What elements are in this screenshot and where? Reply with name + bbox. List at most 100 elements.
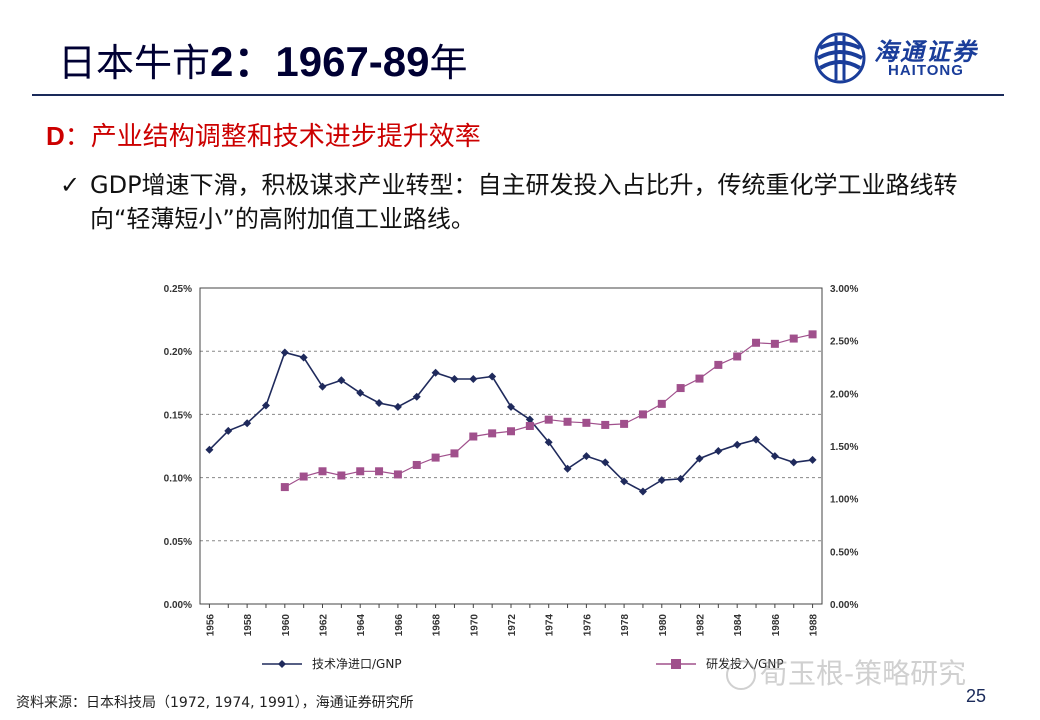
data-point-1 xyxy=(431,368,440,377)
data-point-2 xyxy=(733,352,742,361)
x-tick-label: 1962 xyxy=(319,614,330,637)
legend-label-1: 技术净进口/GNP xyxy=(312,657,402,671)
data-point-1 xyxy=(412,392,421,401)
x-tick-label: 1968 xyxy=(432,614,443,637)
y-right-tick-label: 1.00% xyxy=(830,495,858,506)
header-divider xyxy=(32,94,1004,96)
data-point-2 xyxy=(318,467,327,476)
data-point-1 xyxy=(488,372,497,381)
x-tick-label: 1978 xyxy=(620,614,631,637)
series-line-1 xyxy=(208,351,813,493)
x-tick-label: 1974 xyxy=(545,614,556,637)
data-point-1 xyxy=(224,426,233,435)
data-point-2 xyxy=(544,415,553,424)
x-tick-label: 1956 xyxy=(205,614,216,637)
data-point-1 xyxy=(601,458,610,467)
y-right-tick-label: 1.50% xyxy=(830,442,858,453)
data-point-2 xyxy=(375,467,384,476)
data-point-2 xyxy=(676,384,685,393)
data-point-1 xyxy=(638,487,647,496)
data-point-1 xyxy=(318,382,327,391)
data-point-2 xyxy=(412,460,421,469)
y-left-tick-label: 0.20% xyxy=(164,347,192,358)
data-point-1 xyxy=(525,415,534,424)
data-point-1 xyxy=(657,476,666,485)
data-point-2 xyxy=(770,339,779,348)
wechat-icon xyxy=(726,660,756,690)
y-left-tick-label: 0.00% xyxy=(164,600,192,611)
data-point-2 xyxy=(752,338,761,347)
data-point-1 xyxy=(205,445,214,454)
data-point-2 xyxy=(714,360,723,369)
data-point-2 xyxy=(393,470,402,479)
data-point-1 xyxy=(337,376,346,385)
x-tick-label: 1970 xyxy=(469,614,480,637)
data-point-2 xyxy=(450,449,459,458)
data-point-1 xyxy=(808,455,817,464)
data-point-2 xyxy=(582,418,591,427)
data-point-1 xyxy=(770,452,779,461)
y-right-tick-label: 0.00% xyxy=(830,600,858,611)
data-point-1 xyxy=(299,353,308,362)
data-point-1 xyxy=(507,402,515,411)
legend-marker-2 xyxy=(671,659,681,669)
data-point-1 xyxy=(563,464,572,473)
data-point-2 xyxy=(620,419,629,428)
data-point-1 xyxy=(243,419,252,428)
haitong-emblem-icon xyxy=(814,32,866,84)
logo-english: HAITONG xyxy=(888,62,964,79)
data-point-1 xyxy=(393,402,402,411)
data-point-2 xyxy=(789,334,798,343)
data-point-1 xyxy=(582,452,591,461)
subhead-letter: D xyxy=(46,121,65,151)
title-bold: 2：1967-89 xyxy=(210,38,430,85)
data-point-1 xyxy=(356,388,365,397)
section-subheading: D：产业结构调整和技术进步提升效率 xyxy=(46,116,481,153)
y-left-tick-label: 0.15% xyxy=(164,410,192,421)
y-right-tick-label: 2.00% xyxy=(830,389,858,400)
data-point-2 xyxy=(507,427,515,436)
x-tick-label: 1984 xyxy=(733,614,744,637)
x-tick-label: 1958 xyxy=(243,614,254,637)
data-point-2 xyxy=(601,420,610,429)
data-point-2 xyxy=(638,410,647,419)
x-tick-label: 1964 xyxy=(356,614,367,637)
data-point-2 xyxy=(356,467,365,476)
legend-marker-1 xyxy=(278,660,286,668)
data-point-2 xyxy=(299,472,308,481)
data-point-1 xyxy=(752,435,761,444)
title-suffix: 年 xyxy=(429,41,468,85)
y-right-tick-label: 3.00% xyxy=(830,284,858,295)
data-point-1 xyxy=(450,375,459,384)
bullet-text: GDP增速下滑，积极谋求产业转型：自主研发投入占比升，传统重化学工业路线转向“轻… xyxy=(90,171,958,233)
x-tick-label: 1966 xyxy=(394,614,405,637)
data-point-2 xyxy=(695,374,704,383)
x-tick-label: 1972 xyxy=(507,614,518,637)
y-left-tick-label: 0.05% xyxy=(164,537,192,548)
data-point-2 xyxy=(488,429,497,438)
data-point-2 xyxy=(280,483,289,492)
x-tick-label: 1960 xyxy=(281,614,292,637)
x-tick-label: 1986 xyxy=(771,614,782,637)
y-left-tick-label: 0.10% xyxy=(164,474,192,485)
x-tick-label: 1988 xyxy=(809,614,820,637)
page-number: 25 xyxy=(966,686,987,706)
checkmark-icon: ✓ xyxy=(60,171,81,199)
data-point-2 xyxy=(563,417,572,426)
data-point-1 xyxy=(544,438,553,447)
x-tick-label: 1980 xyxy=(658,614,669,637)
data-point-2 xyxy=(337,471,346,480)
data-point-2 xyxy=(431,453,440,462)
data-point-1 xyxy=(469,375,478,384)
data-point-1 xyxy=(620,477,629,486)
x-tick-label: 1982 xyxy=(695,614,706,637)
watermark-text: 荀玉根-策略研究 xyxy=(760,657,967,690)
y-left-tick-label: 0.25% xyxy=(164,284,192,295)
x-tick-label: 1976 xyxy=(582,614,593,637)
data-point-1 xyxy=(789,458,798,467)
data-point-1 xyxy=(714,447,723,456)
data-point-2 xyxy=(525,421,534,430)
page-title: 日本牛市2：1967-89年 xyxy=(58,28,468,89)
data-point-2 xyxy=(657,399,666,408)
